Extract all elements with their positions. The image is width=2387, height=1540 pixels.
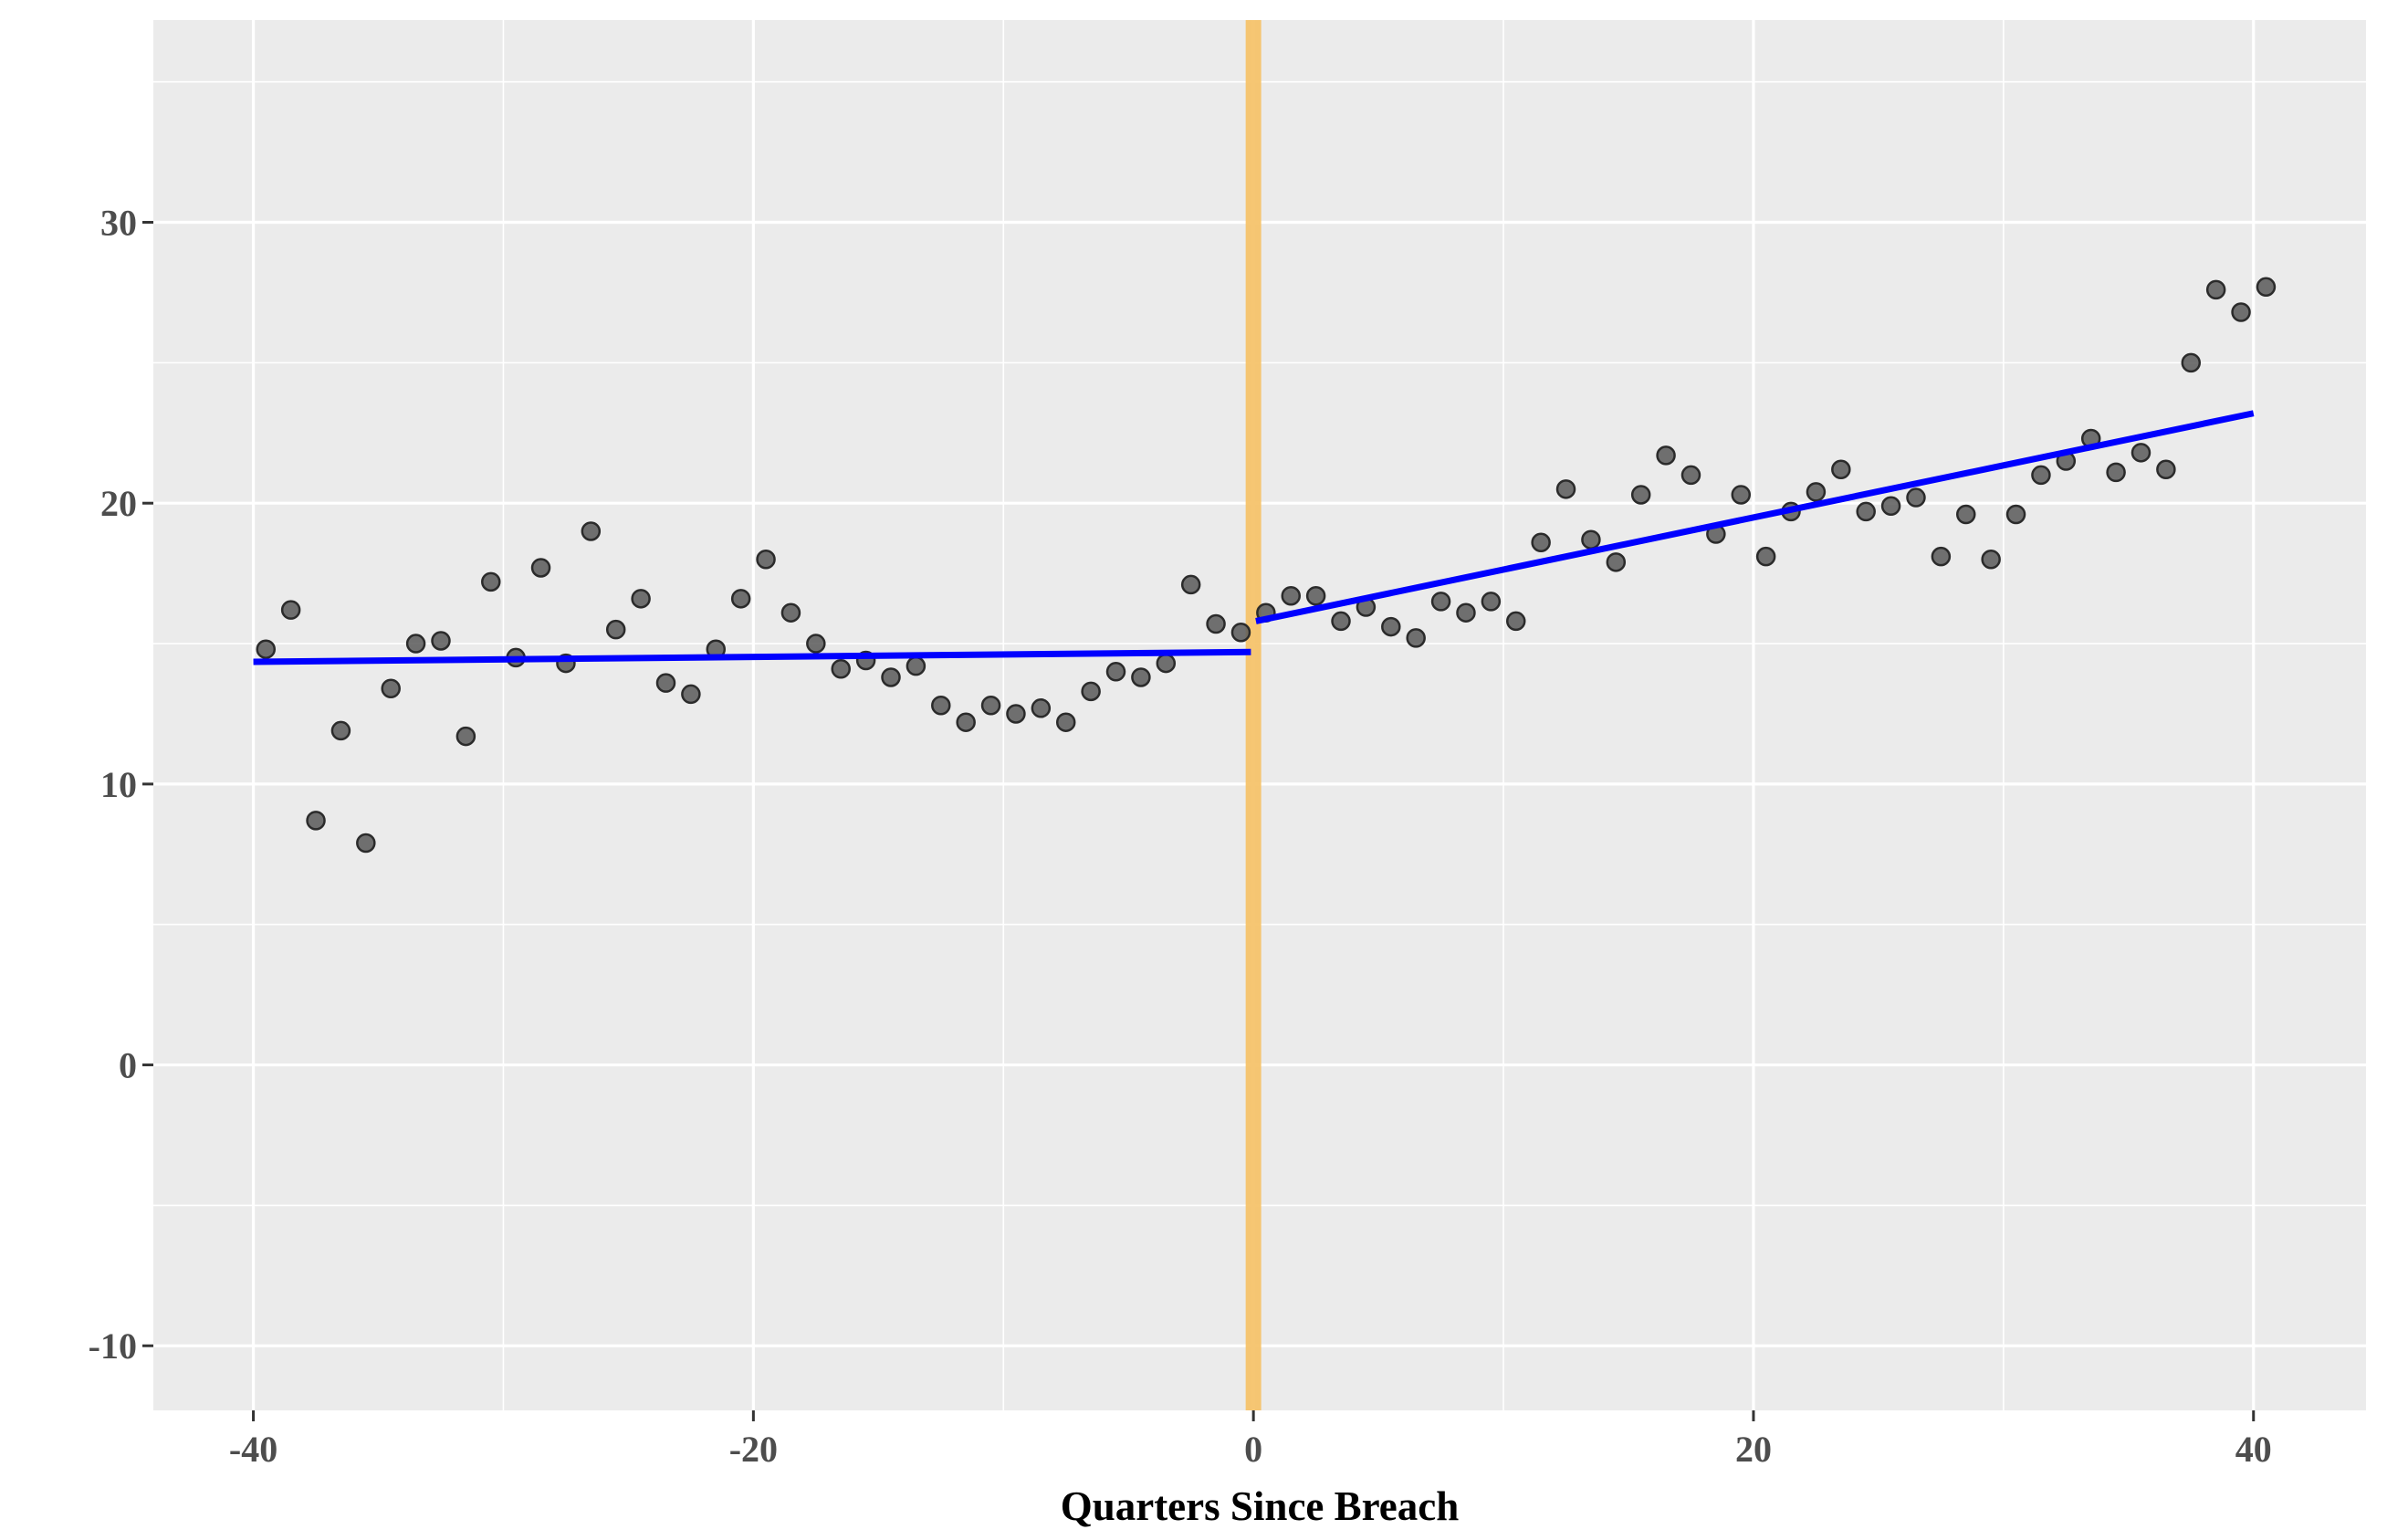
x-tick-label: 20: [1735, 1429, 1772, 1470]
data-point: [956, 712, 976, 732]
data-point: [1381, 616, 1401, 637]
data-point: [806, 634, 826, 654]
data-point: [631, 589, 651, 609]
y-axis: -10 0 10 20 30: [89, 203, 153, 1367]
data-point: [931, 695, 951, 716]
data-point: [431, 631, 451, 651]
data-point: [2131, 443, 2151, 463]
fit-line: [1255, 410, 2255, 624]
data-point: [356, 833, 376, 854]
data-point: [1680, 465, 1701, 486]
data-point: [2106, 462, 2126, 483]
data-point: [2181, 352, 2202, 373]
y-tick-label: 30: [100, 203, 137, 244]
data-point: [1456, 602, 1476, 623]
data-point: [1555, 479, 1576, 499]
data-point: [681, 684, 701, 705]
data-point: [756, 549, 776, 570]
data-point: [280, 600, 301, 620]
x-tick-label: -40: [229, 1429, 277, 1470]
data-point: [1031, 698, 1052, 718]
data-point: [1055, 712, 1076, 732]
data-point: [1806, 482, 1827, 502]
data-point: [455, 726, 476, 747]
data-point: [1331, 611, 1351, 632]
y-tick-label: 10: [100, 764, 137, 805]
data-point: [1931, 546, 1952, 567]
data-point: [1206, 613, 1226, 634]
data-point: [1856, 501, 1876, 522]
data-point: [306, 811, 326, 831]
data-point: [1305, 585, 1326, 606]
data-point: [1906, 487, 1926, 508]
data-point: [381, 678, 401, 699]
data-point: [1656, 445, 1676, 466]
data-point: [1131, 667, 1151, 687]
data-point: [530, 558, 551, 578]
data-point: [581, 521, 602, 541]
data-point: [1156, 653, 1177, 674]
data-point: [1281, 585, 1301, 606]
data-point: [831, 658, 851, 679]
y-tick-label: 0: [119, 1045, 137, 1086]
data-point: [481, 571, 501, 592]
fit-lines: [253, 410, 2255, 665]
data-point: [780, 602, 801, 623]
data-point: [1731, 485, 1752, 505]
x-tick-label: -20: [729, 1429, 778, 1470]
data-point: [1755, 546, 1776, 567]
data-point: [980, 695, 1001, 716]
data-point: [655, 673, 676, 693]
data-point: [2256, 277, 2277, 298]
data-point: [1531, 532, 1551, 553]
data-point: [1981, 549, 2001, 570]
data-point: [405, 634, 426, 654]
data-point: [2031, 465, 2051, 486]
data-point: [1180, 574, 1201, 595]
data-point: [1831, 459, 1851, 480]
data-point: [1581, 529, 1601, 550]
y-tick-label: -10: [89, 1325, 137, 1367]
data-point: [2156, 459, 2176, 480]
fit-line: [253, 648, 1251, 665]
data-point: [1230, 622, 1251, 643]
data-point: [881, 667, 901, 687]
data-point: [1481, 592, 1502, 612]
data-point: [330, 720, 351, 741]
data-point: [1956, 504, 1976, 525]
x-tick-label: 0: [1244, 1429, 1262, 1470]
data-point: [1081, 681, 1101, 702]
data-point: [1630, 485, 1651, 505]
data-point: [1606, 552, 1627, 572]
data-point: [256, 639, 277, 659]
data-point: [906, 655, 927, 676]
data-point: [1505, 611, 1526, 632]
data-point: [730, 589, 751, 609]
data-point: [1406, 628, 1426, 648]
x-axis: -40 -20 0 20 40: [229, 1410, 2272, 1470]
data-point: [1430, 592, 1451, 612]
data-point: [1105, 662, 1126, 682]
data-point: [2205, 279, 2226, 300]
data-point: [2231, 302, 2251, 322]
x-tick-label: 40: [2235, 1429, 2272, 1470]
data-points: [256, 277, 2277, 854]
data-point: [605, 619, 626, 640]
data-point: [1006, 704, 1026, 724]
data-point: [2005, 504, 2026, 525]
data-point: [1880, 496, 1901, 517]
x-axis-title: Quarters Since Breach: [1061, 1483, 1460, 1529]
y-tick-label: 20: [100, 483, 137, 524]
